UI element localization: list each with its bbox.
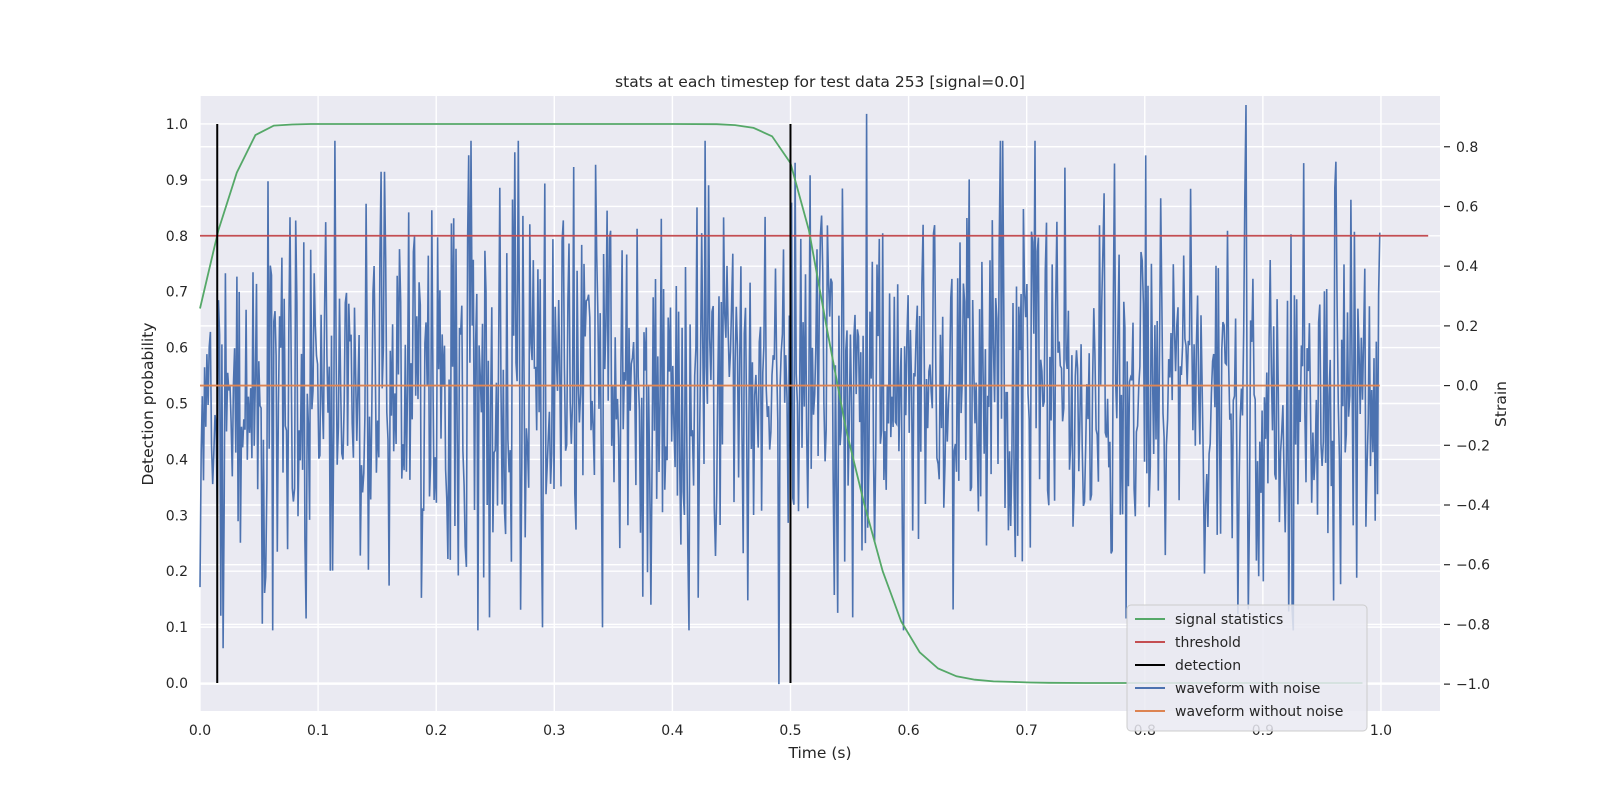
y-tick-label: 0.1: [166, 620, 188, 636]
y2-tick-label: −1.0: [1456, 677, 1490, 693]
y2-axis-label: Strain: [1492, 381, 1510, 427]
legend-label: signal statistics: [1175, 612, 1283, 628]
legend-box: [1126, 604, 1368, 732]
y2-tick-label: −0.2: [1456, 438, 1490, 454]
x-tick-label: 0.4: [661, 723, 683, 739]
y-tick-label: 0.0: [166, 676, 188, 692]
y2-tick-label: −0.4: [1456, 498, 1490, 514]
y-tick-label: 1.0: [166, 117, 188, 133]
x-tick-label: 0.0: [189, 723, 211, 739]
y-tick-label: 0.7: [166, 285, 188, 301]
ticks: 0.0 0.1 0.2 0.3 0.4 0.5 0.6 0.7 0.8 0.9 1.0 0.0 0.1 0…: [166, 117, 1490, 739]
y-tick-label: 0.9: [166, 173, 188, 189]
y2-tick-label: 0.2: [1456, 319, 1478, 335]
x-tick-label: 0.6: [897, 723, 919, 739]
y2-tick-label: 0.4: [1456, 259, 1478, 275]
chart-title: stats at each timestep for test data 253…: [615, 73, 1025, 91]
x-tick-label: 0.1: [307, 723, 329, 739]
y2-tick-label: −0.6: [1456, 558, 1490, 574]
y-axis-label: Detection probability: [139, 323, 157, 486]
x-tick-label: 0.7: [1016, 723, 1038, 739]
legend: signal statistics threshold detection wavef…: [1126, 604, 1368, 732]
x-tick-label: 1.0: [1370, 723, 1392, 739]
y-tick-label: 0.6: [166, 341, 188, 357]
y2-tick-label: 0.6: [1456, 199, 1478, 215]
legend-label: waveform with noise: [1175, 681, 1320, 697]
y2-tick-label: 0.0: [1456, 379, 1478, 395]
signal-statistics-line: [199, 123, 1363, 684]
y-tick-label: 0.8: [166, 229, 188, 245]
y2-tick-label: −0.8: [1456, 617, 1490, 633]
series: [199, 104, 1429, 685]
x-tick-label: 0.5: [779, 723, 801, 739]
legend-label: detection: [1175, 658, 1241, 674]
y-tick-label: 0.5: [166, 397, 188, 413]
legend-label: threshold: [1175, 635, 1241, 651]
x-tick-label: 0.3: [543, 723, 565, 739]
y-tick-label: 0.2: [166, 564, 188, 580]
x-tick-label: 0.2: [425, 723, 447, 739]
y-tick-label: 0.4: [166, 452, 188, 468]
legend-label: waveform without noise: [1175, 704, 1343, 720]
y2-tick-label: 0.8: [1456, 140, 1478, 156]
y-tick-label: 0.3: [166, 508, 188, 524]
x-axis-label: Time (s): [787, 744, 851, 762]
